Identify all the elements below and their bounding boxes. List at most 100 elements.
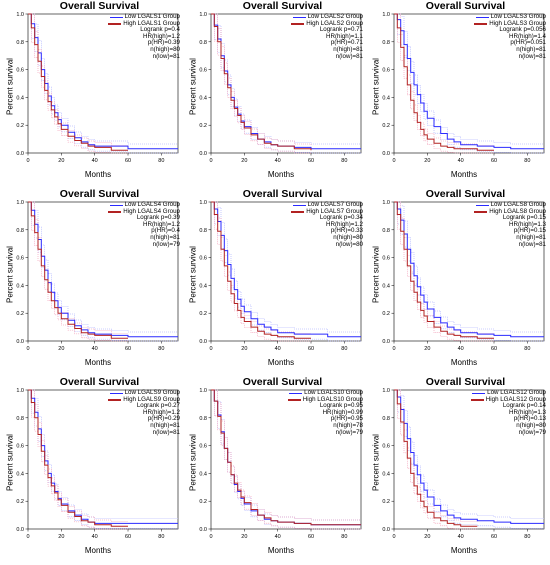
x-tick-label: 40: [458, 534, 464, 540]
y-tick-label: 0.2: [382, 311, 390, 317]
x-tick-label: 0: [26, 346, 29, 352]
chart-title: Overall Survival: [59, 188, 140, 200]
stat-line: p(HR)=0.71: [330, 39, 363, 47]
stat-line: Logrank p=0.95: [319, 402, 363, 410]
stat-line: n(low)=79: [518, 428, 546, 436]
km-panel-9: 0.0 0.2 0.4 0.6 0.8 1.0 0 20 40 60 80 Overall Survi…: [366, 376, 549, 564]
y-tick-label: 0.2: [16, 123, 24, 129]
y-tick-label: 0.0: [16, 339, 24, 345]
stat-line: p(HR)=0.29: [147, 415, 180, 423]
stat-line: n(low)=80: [335, 240, 363, 248]
ci-band-low-upper: [394, 13, 544, 145]
legend-entry-high: High LGALS12 Group: [466, 396, 546, 404]
stat-line: n(low)=81: [335, 52, 363, 60]
x-tick-label: 60: [308, 534, 314, 540]
y-tick-label: 0.8: [382, 416, 390, 422]
legend-swatch-low: [475, 16, 489, 19]
legend-entry-low: Low LGALS8 Group: [466, 201, 546, 209]
km-panel-8: 0.0 0.2 0.4 0.6 0.8 1.0 0 20 40 60 80 Overall Survi…: [183, 376, 366, 564]
stat-line: Logrank p=0.39: [136, 214, 180, 222]
chart-title: Overall Survival: [59, 0, 140, 12]
ci-band-high-lower: [394, 389, 478, 530]
ci-band-low-upper: [28, 201, 178, 333]
x-tick-label: 60: [125, 346, 131, 352]
x-axis-label: Months: [84, 170, 112, 179]
x-axis-label: Months: [267, 546, 295, 555]
x-tick-label: 40: [275, 346, 281, 352]
km-plot: 0.0 0.2 0.4 0.6 0.8 1.0 0 20 40 60 80: [199, 388, 362, 540]
y-tick-label: 0.8: [199, 416, 207, 422]
y-axis-label: Percent survival: [188, 246, 198, 303]
km-plot: 0.0 0.2 0.4 0.6 0.8 1.0 0 20 40 60 80: [199, 200, 362, 352]
chart-title: Overall Survival: [242, 0, 323, 12]
km-plot: 0.0 0.2 0.4 0.6 0.8 1.0 0 20 40 60 80: [382, 12, 545, 164]
survival-curve-high: [211, 389, 361, 526]
x-tick-label: 0: [392, 534, 395, 540]
chart-title: Overall Survival: [242, 188, 323, 200]
survival-curve-low: [394, 389, 544, 524]
ci-band-low-upper: [211, 201, 361, 333]
x-tick-label: 40: [92, 158, 98, 164]
y-tick-label: 0.6: [382, 444, 390, 450]
plot-frame: [27, 201, 179, 342]
x-tick-label: 20: [241, 346, 247, 352]
y-axis-label: Percent survival: [5, 246, 15, 303]
legend-swatch-low: [472, 392, 486, 395]
y-axis-label: Percent survival: [5, 58, 15, 115]
y-tick-label: 0.4: [16, 471, 24, 477]
x-tick-label: 0: [26, 158, 29, 164]
x-tick-label: 80: [341, 534, 347, 540]
plot-frame: [27, 13, 179, 154]
legend-label-high: High LGALS7 Group: [306, 207, 363, 215]
legend-label-low: Low LGALS1 Group: [124, 13, 180, 20]
x-tick-label: 60: [125, 158, 131, 164]
x-tick-label: 60: [125, 534, 131, 540]
legend-entry-low: Low LGALS9 Group: [100, 389, 180, 397]
y-tick-label: 0.4: [16, 95, 24, 101]
y-tick-label: 0.0: [199, 339, 207, 345]
x-tick-label: 20: [424, 534, 430, 540]
legend-label-high: High LGALS2 Group: [306, 19, 363, 27]
km-plot: 0.0 0.2 0.4 0.6 0.8 1.0 0 20 40 60 80: [382, 200, 545, 352]
ci-band-high-upper: [211, 13, 312, 146]
y-axis-label: Percent survival: [188, 58, 198, 115]
km-panel-2: 0.0 0.2 0.4 0.6 0.8 1.0 0 20 40 60 80 Overall Survi…: [183, 0, 366, 188]
y-tick-label: 0.6: [16, 68, 24, 74]
y-tick-label: 0.0: [382, 151, 390, 157]
x-tick-label: 80: [341, 158, 347, 164]
legend-swatch-low: [109, 16, 123, 19]
x-axis-label: Months: [84, 546, 112, 555]
legend: Low LGALS9 Group High LGALS9 Group Logrank…: [100, 389, 180, 436]
x-tick-label: 0: [392, 346, 395, 352]
legend-swatch-high: [108, 399, 122, 401]
y-tick-label: 0.6: [16, 444, 24, 450]
x-axis-label: Months: [450, 358, 478, 367]
survival-curve-low: [394, 201, 544, 338]
y-tick-label: 0.2: [199, 123, 207, 129]
stat-line: p(HR)=0.051: [510, 39, 546, 47]
y-tick-label: 0.4: [16, 283, 24, 289]
km-plot: 0.0 0.2 0.4 0.6 0.8 1.0 0 20 40 60 80: [16, 12, 179, 164]
legend-swatch-low: [475, 204, 489, 207]
stat-line: n(low)=81: [518, 240, 546, 248]
plot-frame: [210, 13, 362, 154]
stat-line: p(HR)=0.13: [513, 415, 546, 423]
stat-line: n(low)=79: [335, 428, 363, 436]
y-tick-label: 1.0: [382, 12, 390, 18]
x-tick-label: 0: [209, 158, 212, 164]
legend-label-low: Low LGALS2 Group: [307, 13, 363, 20]
legend-swatch-high: [291, 23, 305, 25]
stat-line: n(high)=80: [333, 233, 363, 241]
chart-title: Overall Survival: [242, 376, 323, 388]
x-tick-label: 40: [458, 158, 464, 164]
x-tick-label: 20: [58, 534, 64, 540]
x-tick-label: 60: [491, 534, 497, 540]
legend: Low LGALS7 Group High LGALS7 Group Logrank…: [283, 201, 363, 248]
y-tick-label: 0.0: [16, 151, 24, 157]
stat-line: p(HR)=0.15: [513, 227, 546, 235]
x-tick-label: 0: [392, 158, 395, 164]
legend-entry-low: Low LGALS2 Group: [283, 13, 363, 21]
legend-swatch-high: [474, 211, 488, 213]
legend-entry-high: High LGALS7 Group: [283, 207, 363, 216]
x-tick-label: 80: [158, 534, 164, 540]
